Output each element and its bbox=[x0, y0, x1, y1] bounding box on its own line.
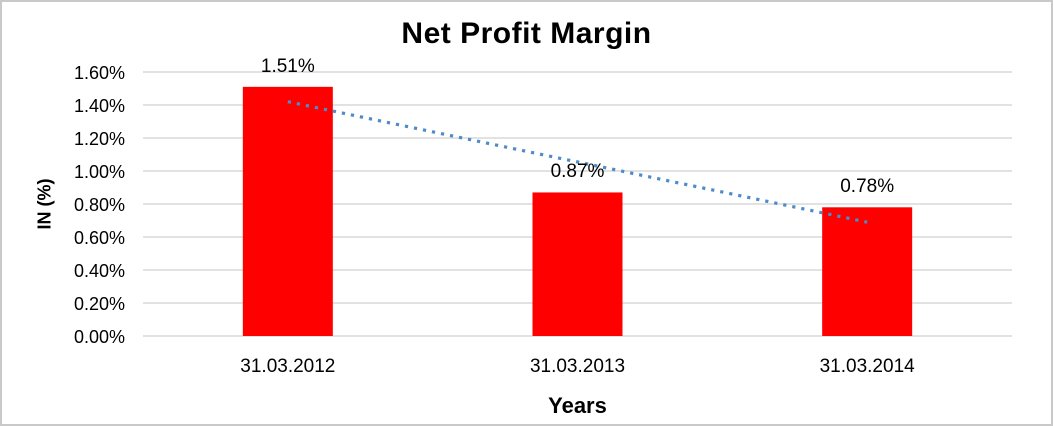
x-axis-title: Years bbox=[548, 393, 607, 418]
chart-title: Net Profit Margin bbox=[401, 17, 652, 50]
trendline bbox=[287, 100, 868, 224]
bar bbox=[822, 207, 913, 336]
bar bbox=[242, 86, 333, 336]
bar bbox=[532, 192, 623, 336]
